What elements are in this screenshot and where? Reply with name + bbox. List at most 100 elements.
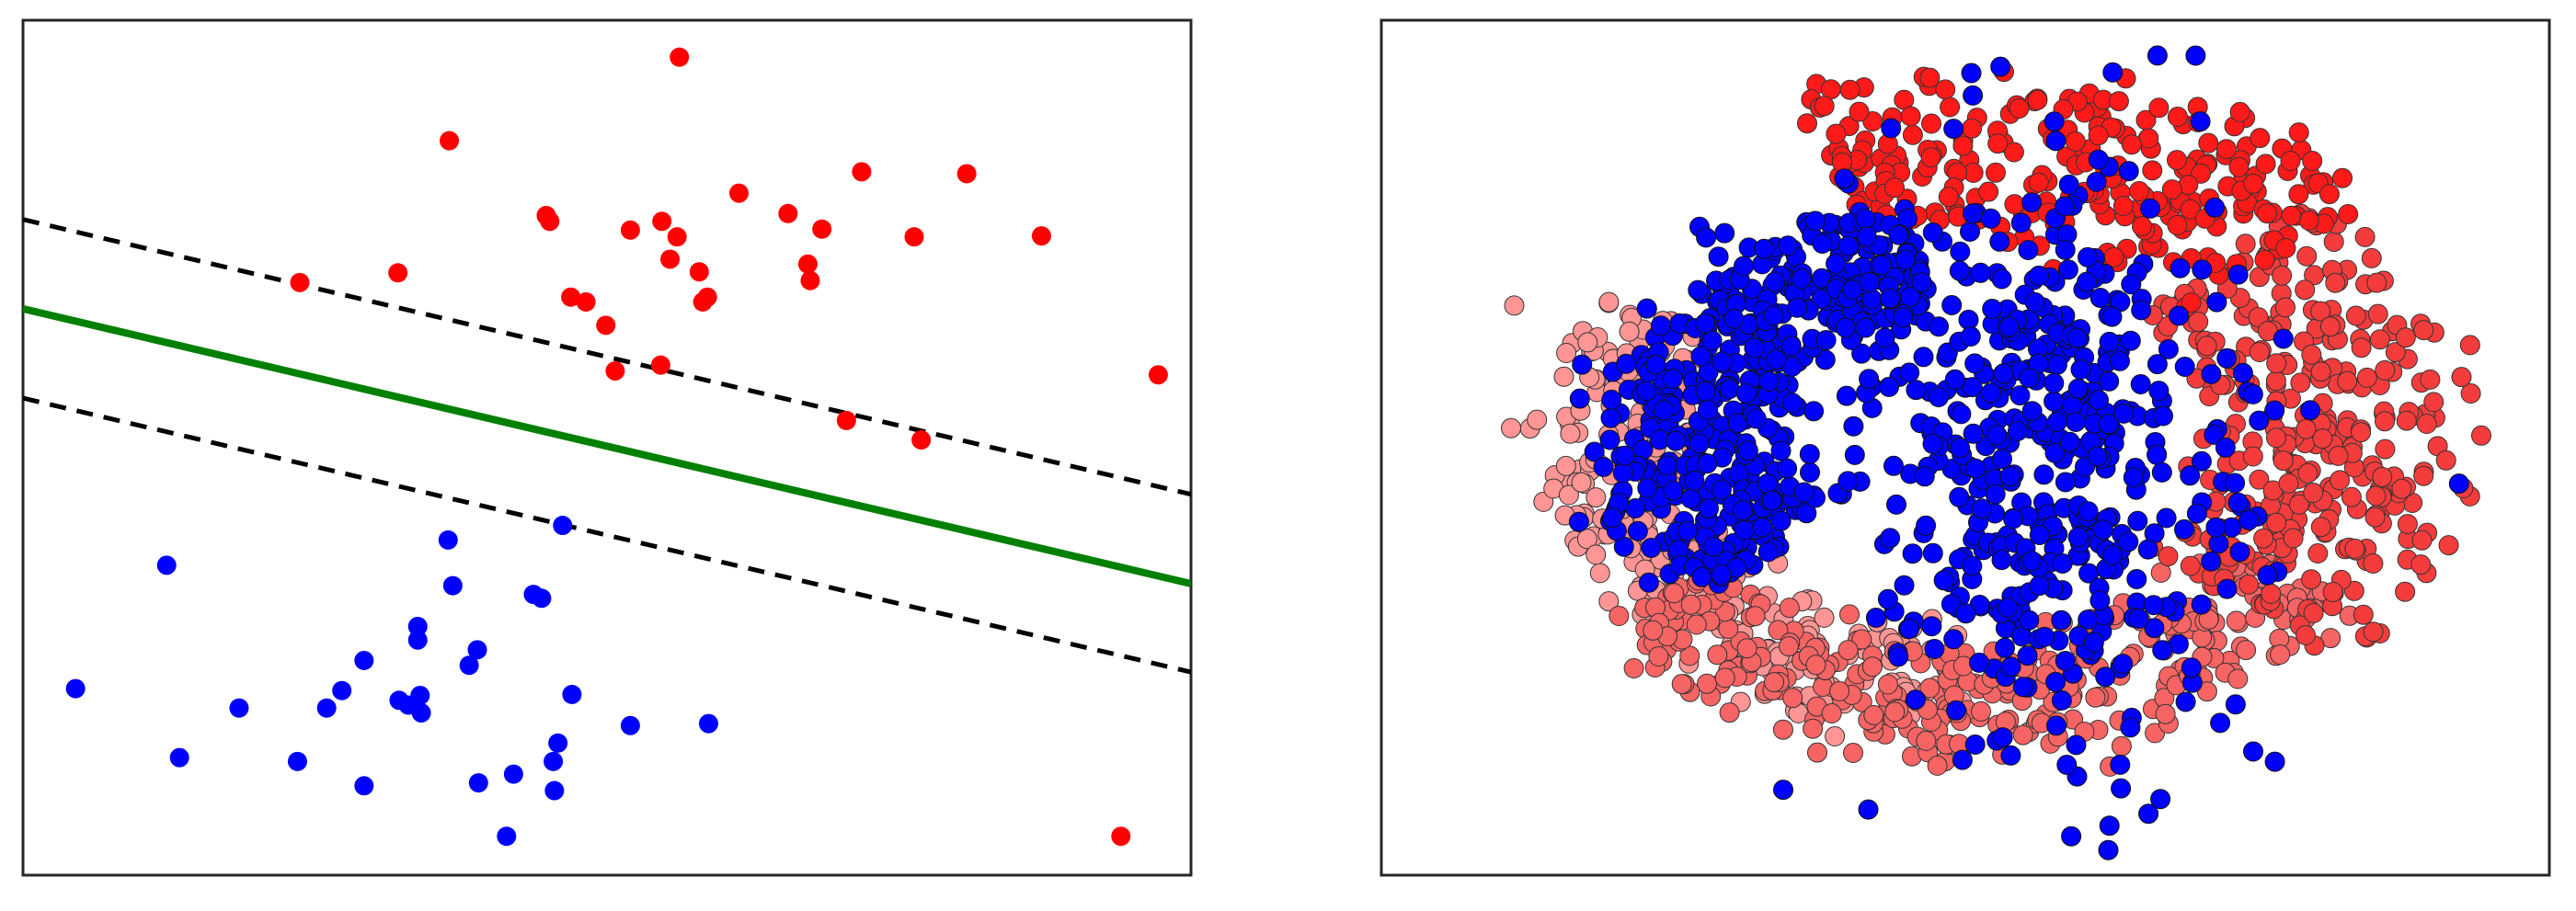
point-s0-27	[1148, 365, 1168, 385]
point-r5-464	[1969, 652, 1989, 673]
point-r5-22	[1950, 241, 1971, 262]
point-r4-295	[1855, 209, 1876, 230]
point-r2-269	[2372, 466, 2393, 487]
point-r2-316	[2319, 316, 2341, 337]
point-r5-514	[1998, 598, 2019, 618]
point-r5-474	[2056, 755, 2078, 775]
point-r5-442	[2055, 472, 2076, 493]
point-r3-120	[1921, 113, 1941, 134]
point-r1-312	[2270, 644, 2291, 665]
point-r2-201	[2301, 569, 2322, 590]
point-r5-337	[2066, 734, 2087, 756]
point-r5-234	[2147, 354, 2168, 375]
point-r0-104	[1825, 726, 1846, 746]
point-r3-210	[2243, 173, 2264, 194]
point-r4-458	[1697, 453, 1718, 474]
point-r5-468	[2044, 111, 2065, 132]
point-r5-322	[2008, 421, 2028, 441]
point-r5-283	[2045, 671, 2067, 692]
point-r2-304	[2310, 361, 2331, 382]
point-s0-1	[388, 263, 408, 283]
point-s0-23	[852, 162, 872, 182]
point-r4-256	[1838, 235, 1859, 256]
point-r5-23	[2300, 400, 2321, 421]
point-r3-62	[1839, 79, 1860, 100]
point-s0-21	[812, 219, 832, 239]
point-r3-238	[2167, 150, 2187, 171]
point-r4-192	[1568, 511, 1589, 532]
point-r1-318	[1680, 594, 1701, 615]
point-r1-280	[1664, 583, 1685, 604]
point-r2-297	[2312, 428, 2333, 450]
point-r5-489	[2021, 551, 2043, 572]
point-r2-187	[2451, 367, 2472, 388]
point-r4-347	[1691, 566, 1712, 587]
point-r5-496	[2249, 410, 2270, 431]
point-s0-8	[797, 254, 818, 274]
point-r2-149	[2323, 232, 2344, 252]
point-s1-28	[497, 826, 517, 847]
point-r3-200	[2250, 128, 2271, 149]
point-r5-212	[2206, 291, 2227, 313]
point-s1-30	[698, 713, 718, 734]
point-r5-303	[1894, 575, 1915, 596]
point-r1-134	[1609, 606, 1630, 626]
point-r5-346	[1858, 799, 1879, 820]
point-r2-292	[2330, 470, 2351, 491]
point-r3-151	[2215, 139, 2237, 160]
point-r5-277	[1888, 646, 1909, 667]
point-r5-364	[2147, 45, 2168, 66]
point-r4-454	[1791, 268, 1812, 290]
point-r5-202	[2098, 839, 2119, 860]
point-r5-363	[1951, 404, 1972, 425]
point-r5-318	[1899, 619, 1919, 640]
point-r5-412	[2216, 347, 2238, 369]
point-r2-273	[2158, 546, 2179, 567]
point-r4-427	[1735, 382, 1757, 404]
point-r5-307	[1962, 555, 1983, 576]
point-r0-226	[1501, 417, 1521, 438]
point-r0-69	[1598, 591, 1620, 612]
point-r5-367	[2088, 149, 2109, 170]
point-r5-60	[1843, 416, 1864, 437]
point-r5-138	[1911, 272, 1932, 293]
point-r1-257	[1838, 640, 1859, 661]
point-r2-294	[2273, 450, 2294, 472]
point-r5-369	[1950, 438, 1971, 459]
point-r5-408	[2257, 564, 2278, 586]
point-r5-195	[2057, 259, 2078, 280]
point-r5-148	[2033, 464, 2055, 485]
point-r5-395	[1964, 353, 1986, 374]
point-s0-10	[652, 211, 672, 232]
point-r4-375	[1689, 433, 1710, 454]
point-r5-246	[2151, 461, 2172, 483]
point-r4-400	[1871, 255, 1892, 276]
point-r3-186	[2167, 107, 2188, 127]
point-r4-259	[1638, 572, 1659, 593]
point-r2-57	[2238, 574, 2260, 595]
point-r2-267	[2295, 279, 2316, 301]
point-r5-487	[2128, 609, 2149, 629]
point-r2-276	[2423, 392, 2444, 413]
point-r2-295	[2344, 538, 2365, 559]
point-r5-504	[2130, 374, 2151, 394]
point-r5-440	[2067, 378, 2089, 399]
point-r5-44	[2201, 551, 2222, 572]
point-r4-418	[1663, 480, 1684, 501]
point-r3-214	[2255, 154, 2276, 175]
point-r5-425	[1883, 455, 1904, 476]
point-r4-128	[1770, 440, 1792, 461]
point-r5-480	[2238, 509, 2260, 530]
point-r5-25	[2264, 400, 2285, 421]
point-r5-460	[2067, 527, 2089, 548]
point-r3-126	[2138, 128, 2159, 149]
point-r5-485	[1914, 466, 1935, 487]
point-r2-217	[2188, 312, 2209, 332]
point-r1-315	[1736, 638, 1757, 659]
point-r2-221	[2365, 485, 2387, 507]
point-r5-461	[2201, 364, 2222, 384]
point-r5-500	[1999, 466, 2021, 487]
point-r5-353	[2191, 450, 2212, 472]
point-r5-462	[1972, 498, 1993, 519]
point-r5-453	[2029, 575, 2050, 597]
